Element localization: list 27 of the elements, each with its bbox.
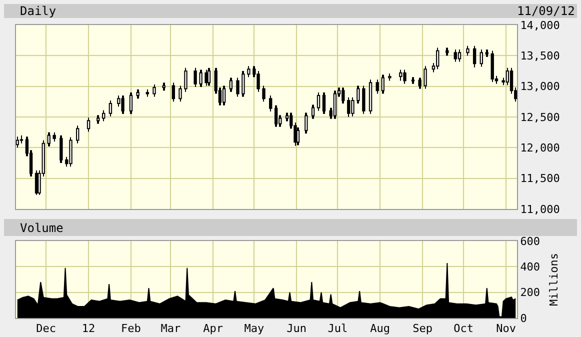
x-tick-label: Aug xyxy=(370,322,390,336)
chart-title: Volume xyxy=(20,221,64,235)
x-tick-label: Jul xyxy=(328,322,348,336)
x-tick-label: 12 xyxy=(82,322,96,336)
y-tick-label: 0 xyxy=(520,312,527,325)
x-tick-label: Apr xyxy=(203,322,224,336)
x-tick-label: Nov xyxy=(496,322,516,336)
text: 11/09/12 xyxy=(517,4,575,18)
x-tick-label: Oct xyxy=(454,322,474,336)
y-tick-label: 13,500 xyxy=(520,50,560,63)
x-tick-label: Mar xyxy=(160,322,181,336)
x-tick-label: Dec xyxy=(36,322,56,336)
chart-title: Daily xyxy=(20,4,56,18)
x-tick-label: May xyxy=(244,322,264,336)
y-tick-label: 600 xyxy=(520,234,540,248)
x-tick-label: Feb xyxy=(121,322,141,336)
x-tick-label: Jun xyxy=(286,322,307,336)
y-axis-title: Millions xyxy=(547,253,560,306)
y-tick-label: 12,000 xyxy=(520,142,560,155)
y-tick-label: 12,500 xyxy=(520,110,560,124)
y-tick-label: 400 xyxy=(520,260,540,274)
x-tick-label: Sep xyxy=(412,322,432,336)
y-tick-label: 11,500 xyxy=(520,172,560,186)
y-tick-label: 11,000 xyxy=(520,202,560,216)
y-tick-label: 14,000 xyxy=(520,18,560,32)
y-tick-label: 200 xyxy=(520,286,540,300)
y-tick-label: 13,000 xyxy=(520,80,560,94)
